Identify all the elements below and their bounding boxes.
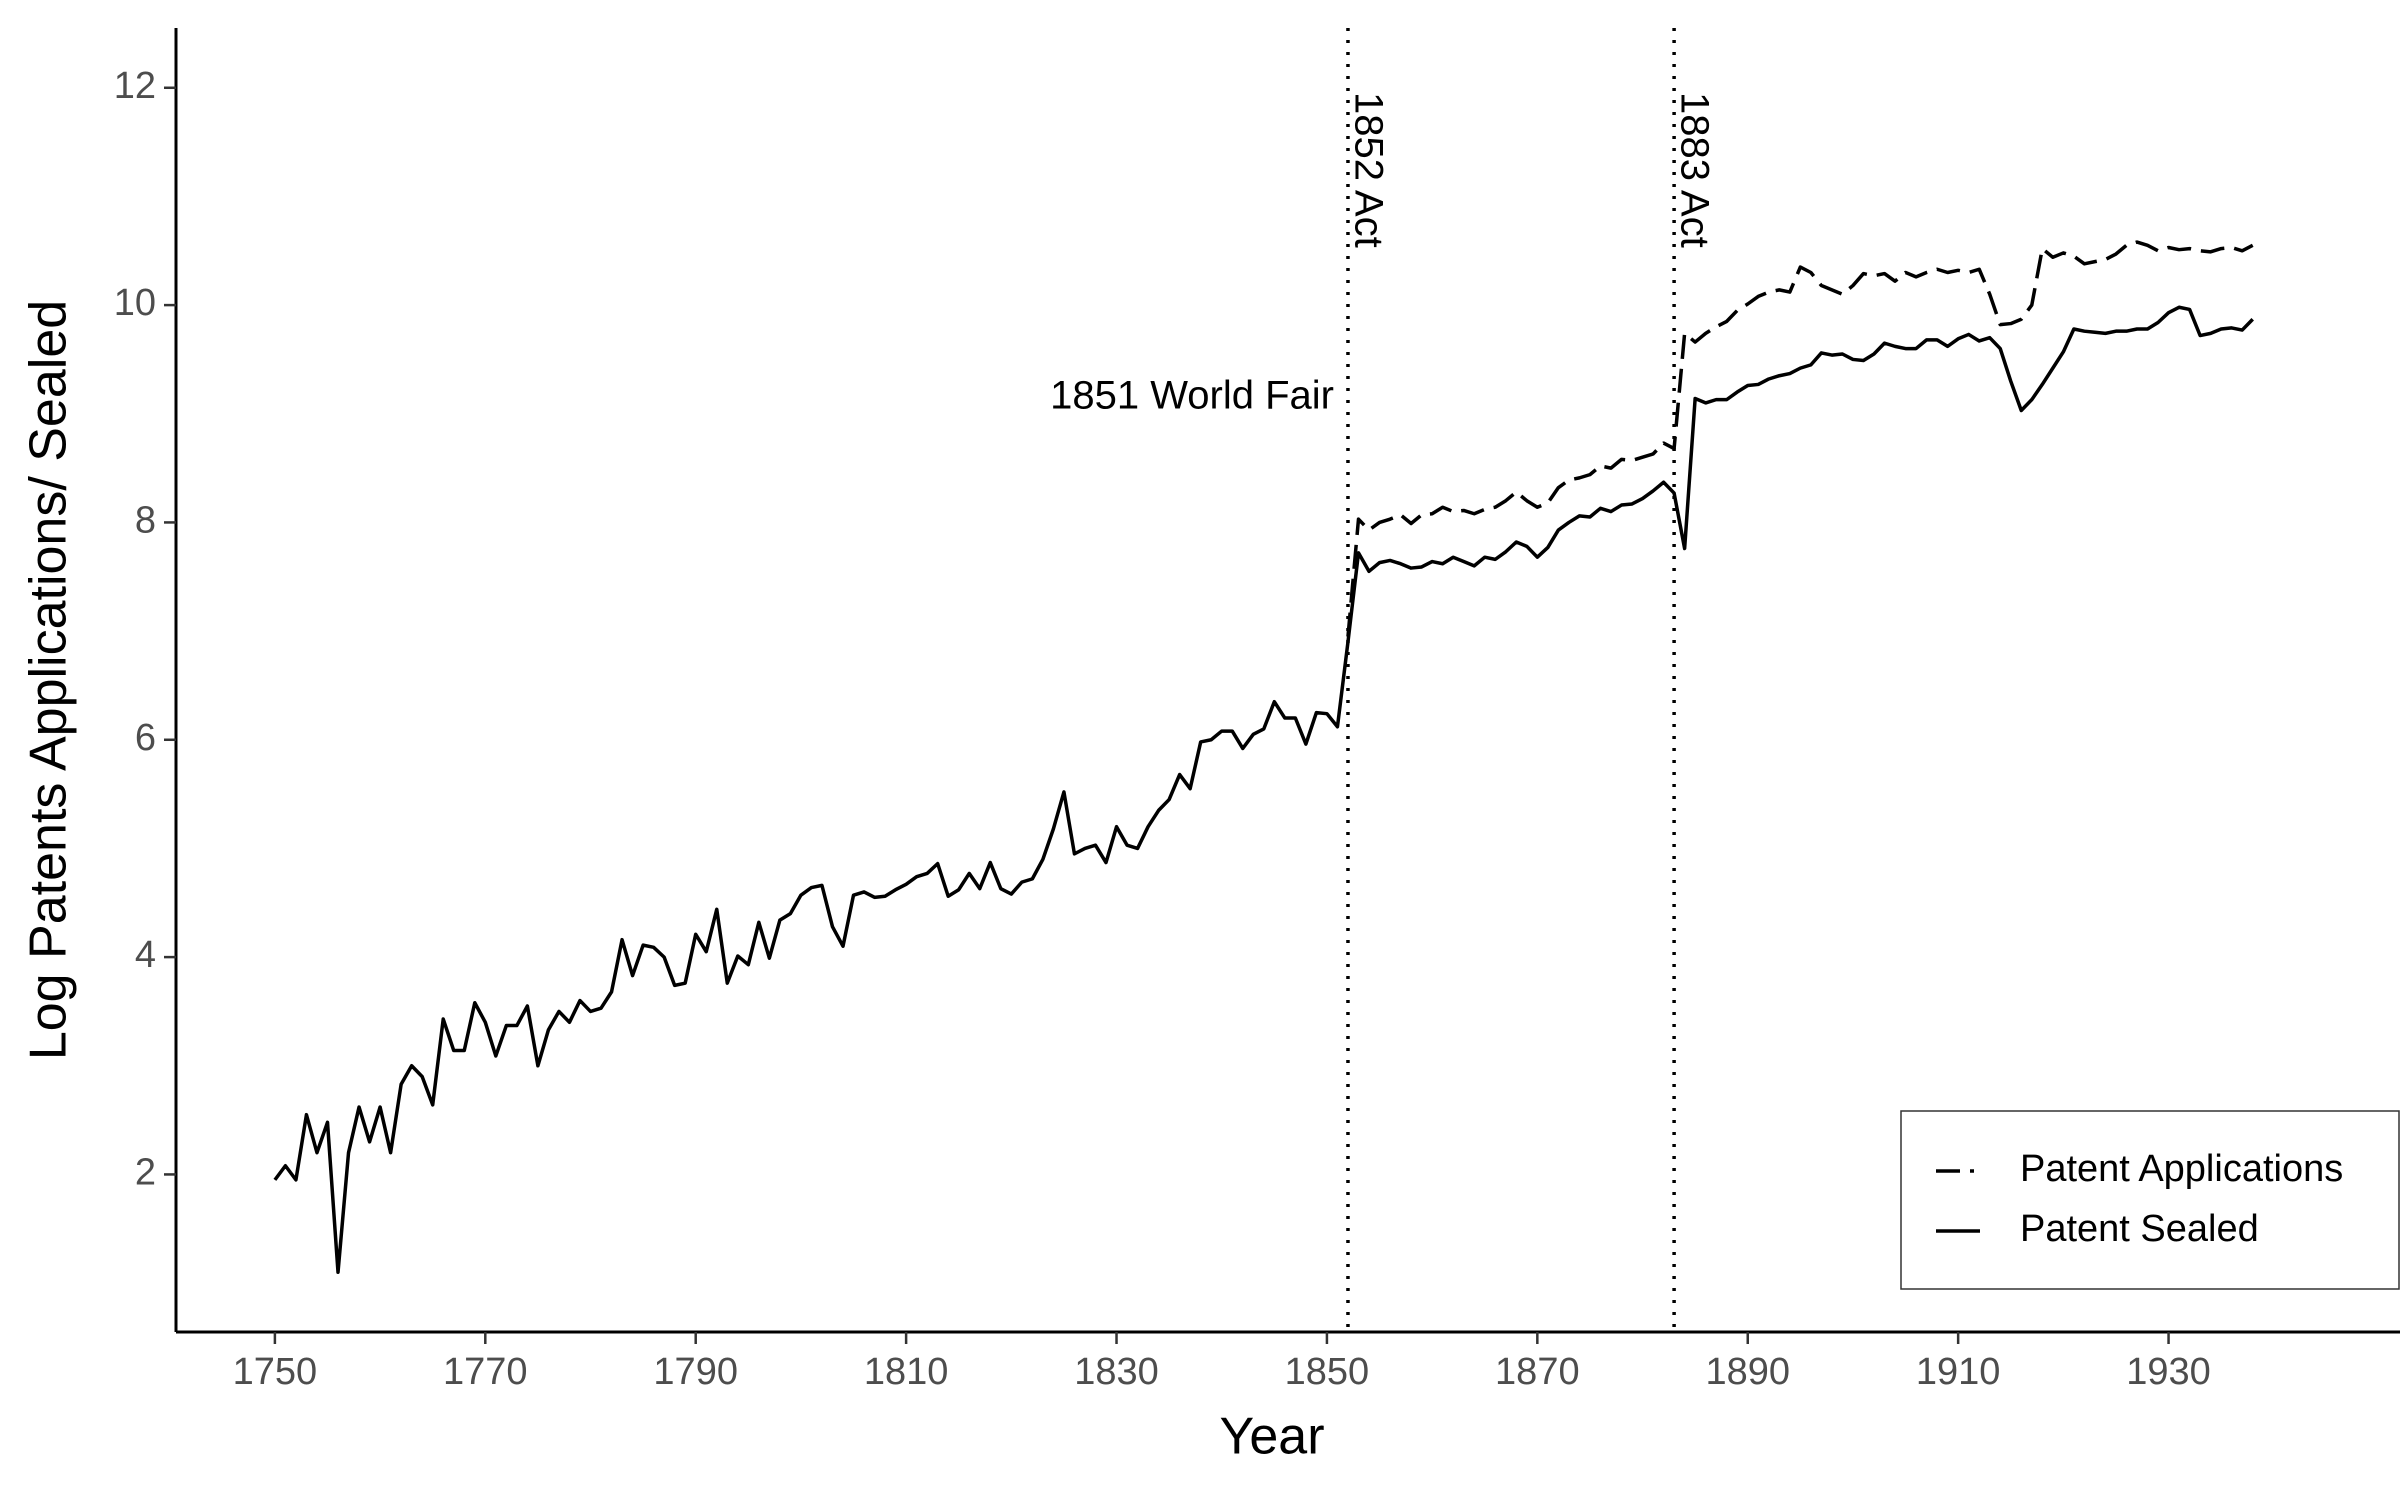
y-tick-label: 6	[135, 717, 156, 759]
annotation: 1851 World Fair	[1050, 374, 1334, 418]
x-axis-title: Year	[1219, 1408, 1324, 1466]
legend-label: Patent Sealed	[2020, 1208, 2259, 1250]
y-tick-label: 12	[114, 65, 156, 107]
y-axis-title: Log Patents Applications/ Sealed	[20, 300, 78, 1060]
legend-label: Patent Applications	[2020, 1148, 2343, 1190]
x-tick-label: 1830	[1074, 1351, 1159, 1393]
x-tick-label: 1870	[1495, 1351, 1580, 1393]
x-tick-label: 1910	[1916, 1351, 2001, 1393]
x-tick-label: 1790	[653, 1351, 738, 1393]
series-line	[1348, 242, 2253, 636]
y-tick-label: 2	[135, 1151, 156, 1193]
y-tick-label: 10	[114, 282, 156, 324]
legend-box	[1901, 1111, 2399, 1289]
reference-label: 1883 Act	[1673, 92, 1717, 248]
x-tick-label: 1810	[864, 1351, 949, 1393]
x-tick-label: 1850	[1285, 1351, 1370, 1393]
y-tick-label: 4	[135, 934, 156, 976]
reference-label: 1852 Act	[1346, 92, 1390, 248]
x-tick-label: 1890	[1705, 1351, 1790, 1393]
y-tick-label: 8	[135, 499, 156, 541]
x-tick-label: 1770	[443, 1351, 528, 1393]
x-tick-label: 1750	[233, 1351, 318, 1393]
x-tick-label: 1930	[2126, 1351, 2211, 1393]
